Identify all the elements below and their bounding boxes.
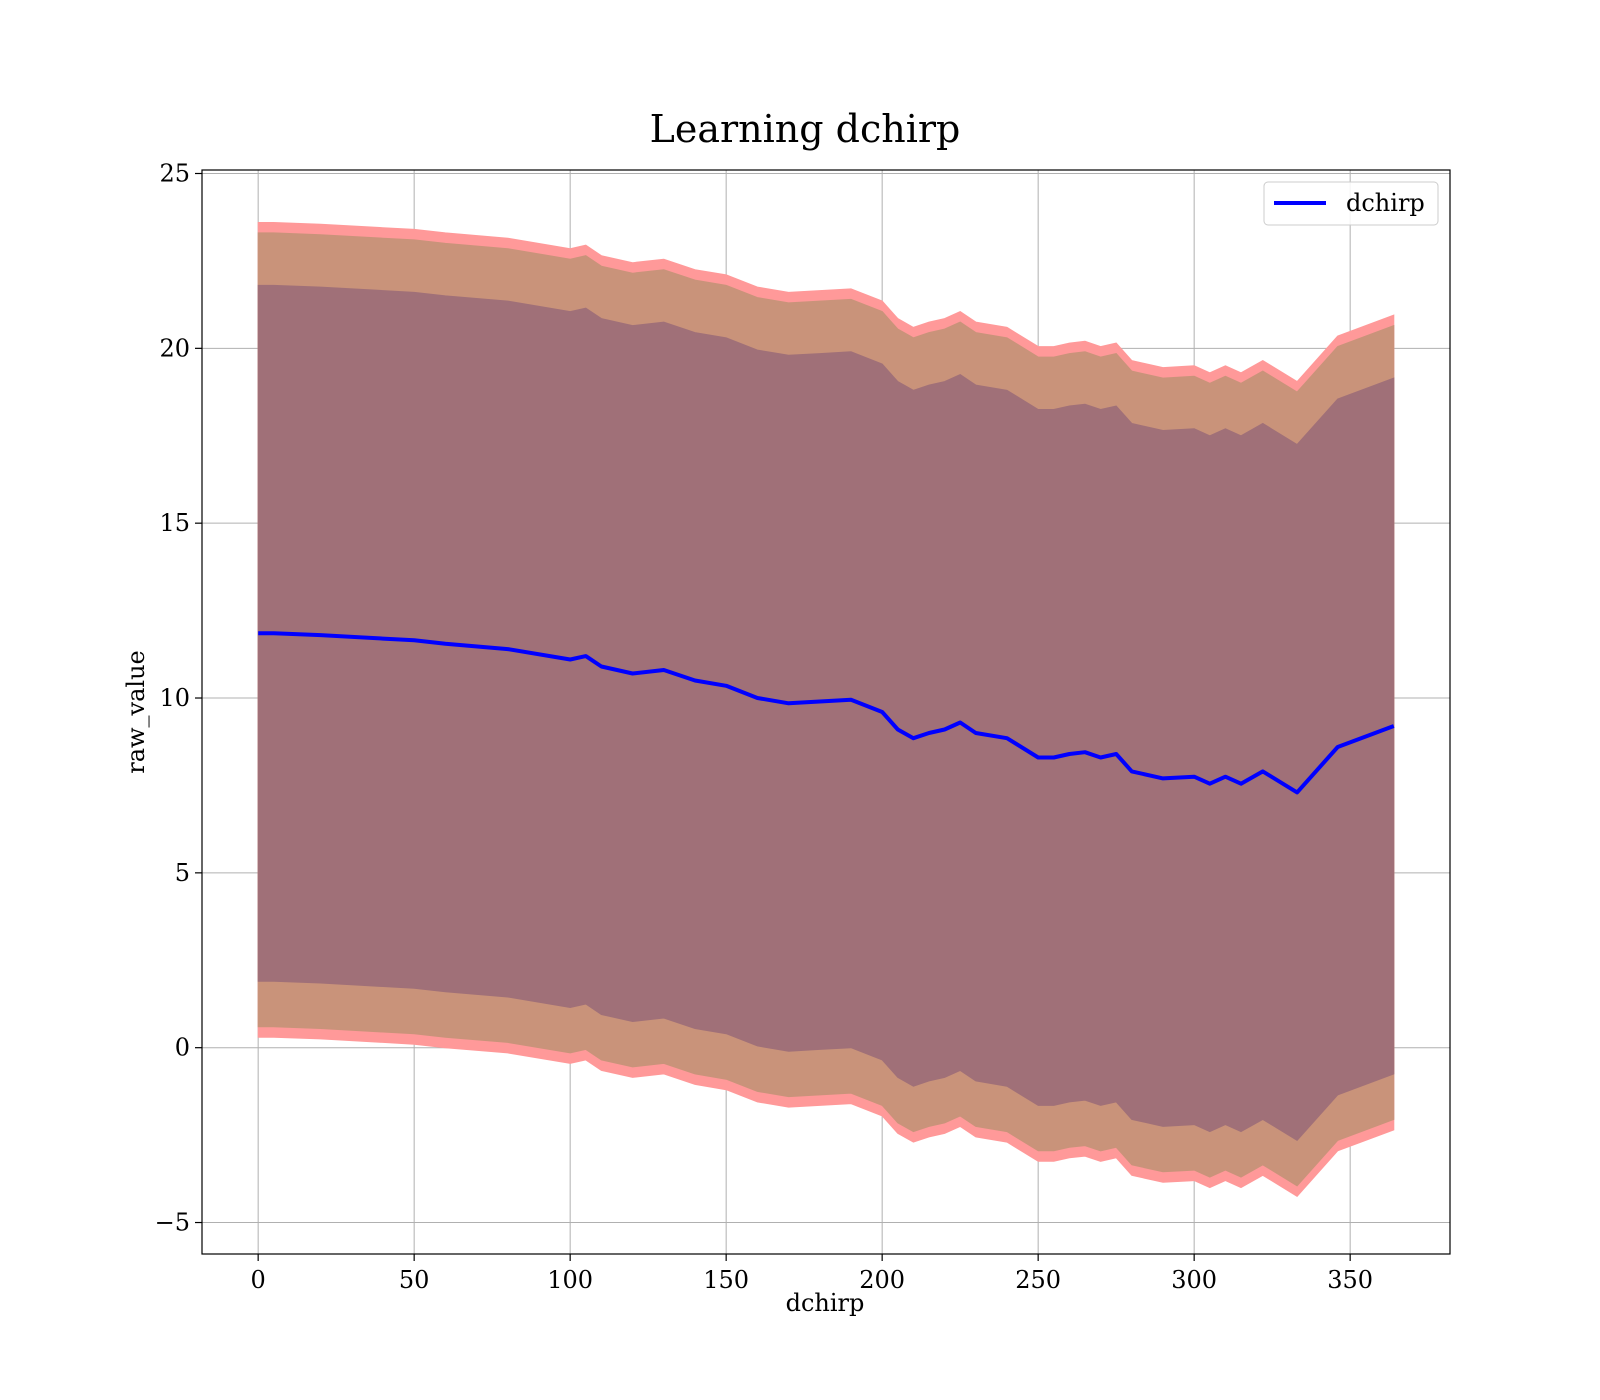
x-tick-label: 300 <box>1171 1266 1217 1294</box>
x-tick-label: 350 <box>1327 1266 1373 1294</box>
x-axis-label: dchirp <box>786 1289 865 1317</box>
y-tick-label: 10 <box>159 684 190 712</box>
x-tick-label: 100 <box>547 1266 593 1294</box>
legend: dchirp <box>1263 181 1439 226</box>
y-tick-label: −5 <box>155 1209 190 1237</box>
y-axis-ticks: −5 0 5 10 15 20 25 <box>155 159 202 1237</box>
x-tick-label: 250 <box>1015 1266 1061 1294</box>
x-tick-label: 0 <box>251 1266 266 1294</box>
x-tick-label: 50 <box>399 1266 430 1294</box>
y-tick-label: 25 <box>159 159 190 187</box>
y-tick-label: 20 <box>159 334 190 362</box>
y-tick-label: 0 <box>175 1034 190 1062</box>
chart-title: Learning dchirp <box>650 107 961 151</box>
y-tick-label: 5 <box>175 859 190 887</box>
y-tick-label: 15 <box>159 509 190 537</box>
legend-box <box>1263 181 1439 226</box>
band-inner <box>257 284 1395 1142</box>
confidence-bands <box>257 222 1395 1197</box>
x-tick-label: 150 <box>703 1266 749 1294</box>
x-axis-ticks: 0 50 100 150 200 250 300 350 <box>251 1254 1373 1294</box>
series-lines <box>258 631 1395 795</box>
legend-label: dchirp <box>1346 189 1425 217</box>
x-tick-label: 200 <box>859 1266 905 1294</box>
series-line-dchirp <box>258 631 1395 795</box>
plot-frame <box>201 169 1451 1255</box>
y-axis-label: raw_value <box>122 650 150 774</box>
